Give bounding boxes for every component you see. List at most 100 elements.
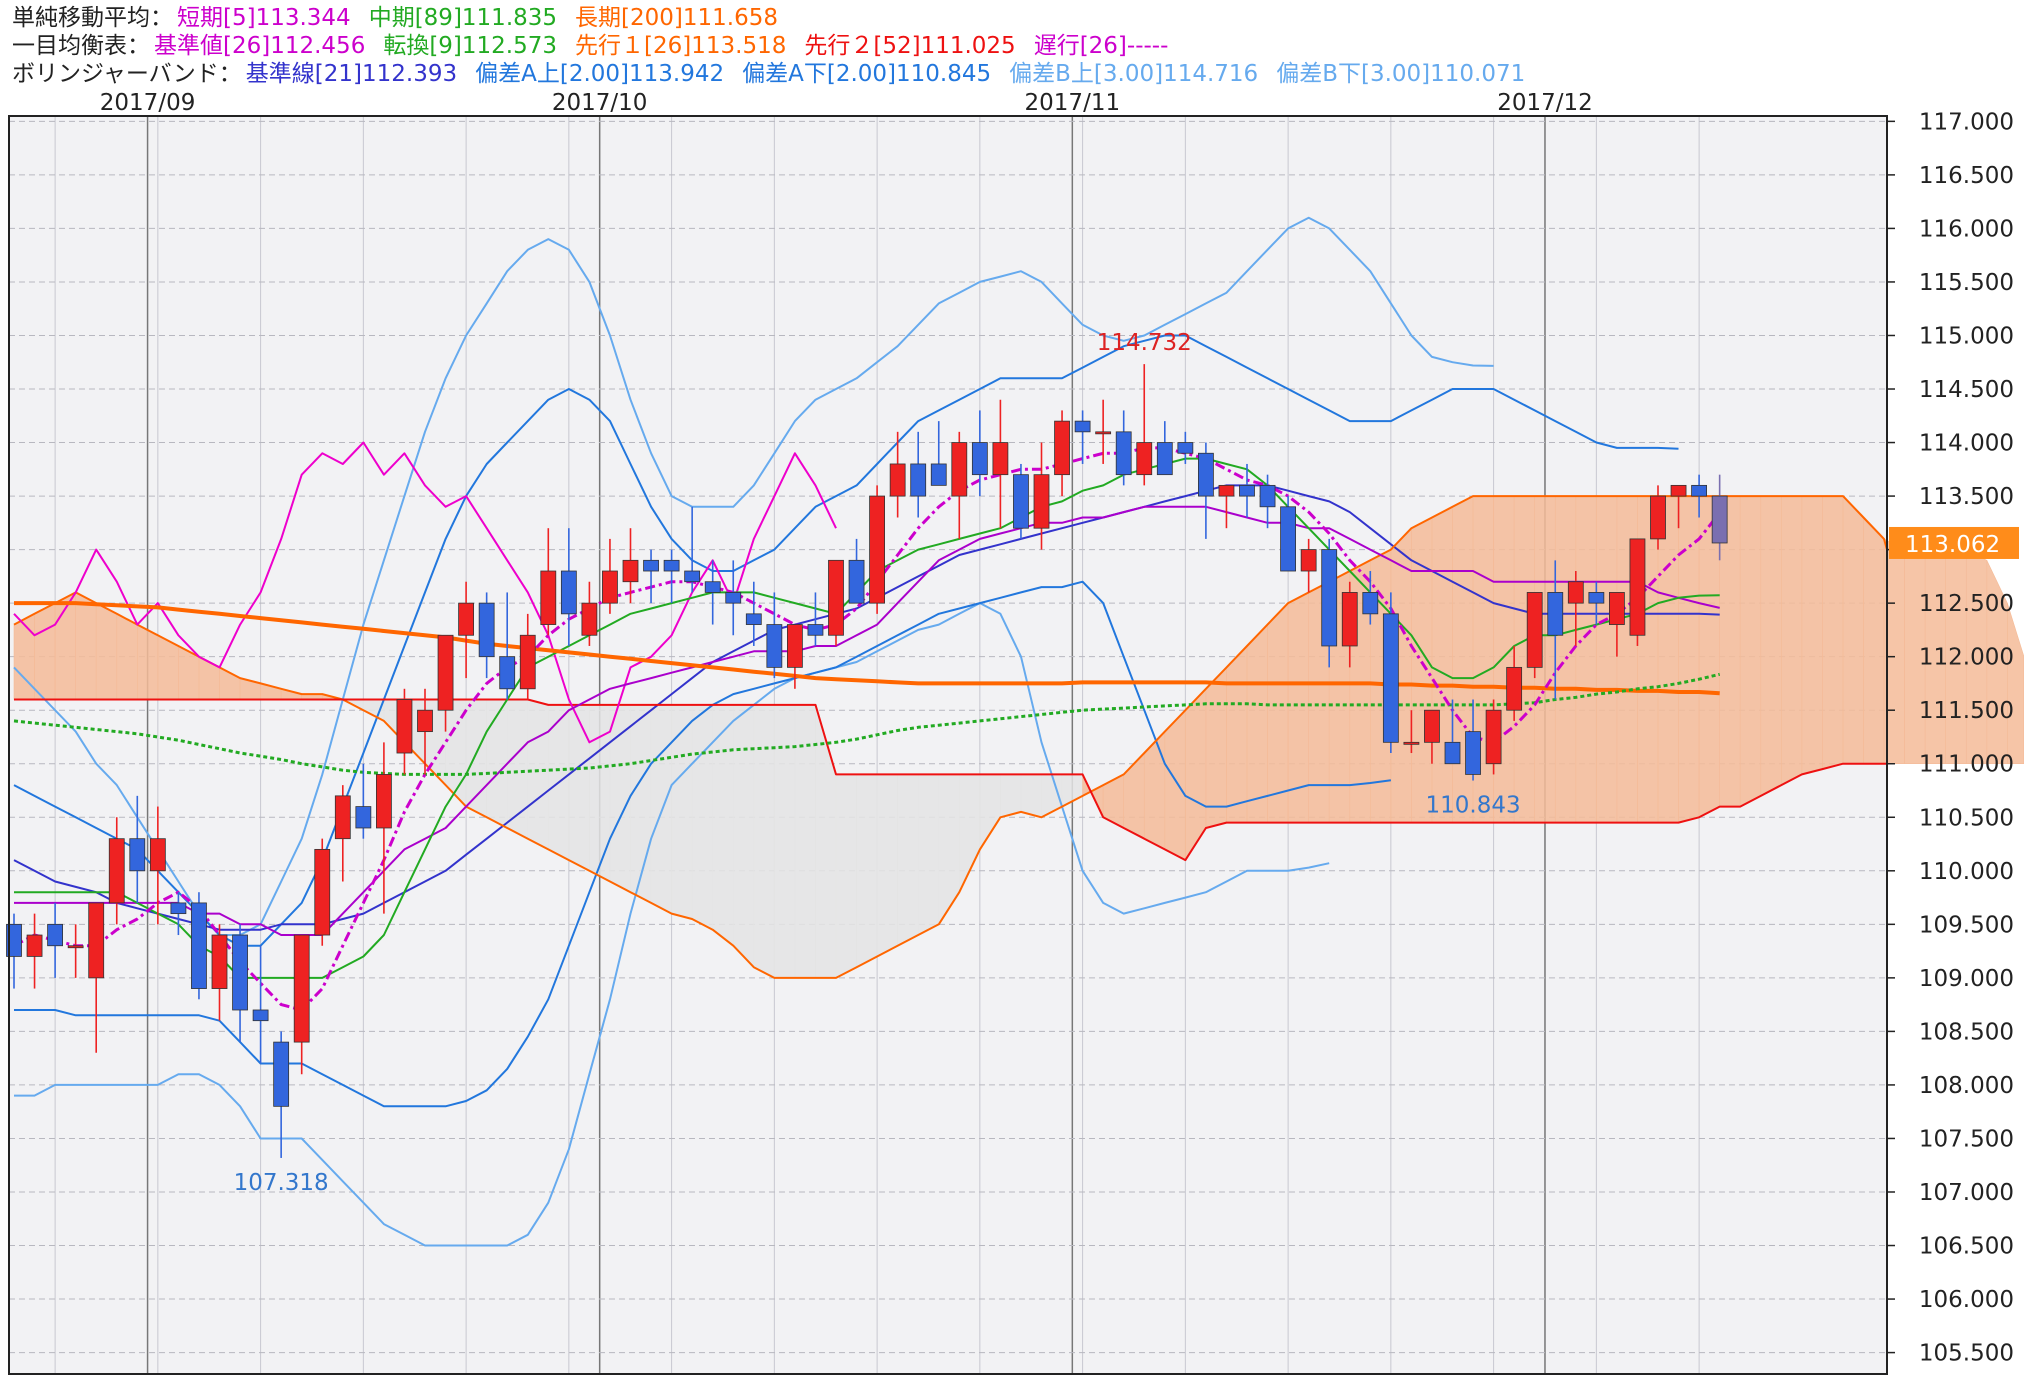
candle: [971, 410, 988, 497]
candle-body: [704, 581, 721, 593]
candle-body: [211, 934, 228, 989]
y-tick-label: 112.000: [1919, 645, 2014, 671]
candle: [191, 892, 207, 1000]
candle-body: [232, 934, 248, 1011]
candle: [1033, 442, 1050, 550]
series-line: [13, 484, 1720, 931]
cloud-segment: [34, 602, 56, 700]
candle-body: [88, 902, 105, 979]
candle: [848, 538, 865, 604]
y-tick-label: 116.500: [1919, 163, 2014, 189]
candle: [889, 431, 906, 518]
candle: [232, 924, 248, 1043]
candle: [1239, 463, 1255, 518]
candle: [663, 549, 680, 604]
candle: [1465, 699, 1481, 781]
candle-body: [663, 559, 680, 572]
candle: [1300, 538, 1317, 593]
legend-ichimoku: 一目均衡表： 基準値[26]112.456 転換[9]112.573 先行１[26]1…: [12, 33, 1168, 59]
price-tag-label: 113.062: [1905, 532, 2000, 558]
candle: [684, 506, 701, 593]
candle-body: [1136, 442, 1153, 476]
x-label: 2017/11: [1025, 90, 1121, 116]
series-line: [13, 334, 1679, 947]
cloud-segment: [1842, 495, 1864, 765]
candle: [108, 817, 125, 925]
candle: [6, 913, 22, 989]
legend-sma-item: 中期[89]111.835: [369, 5, 557, 31]
y-tick-label: 114.000: [1919, 431, 2014, 457]
candle-body: [519, 634, 536, 690]
y-tick-label: 108.500: [1919, 1019, 2014, 1045]
candle-body: [1115, 431, 1132, 476]
extreme-label: 114.732: [1097, 330, 1192, 356]
candle-body: [108, 838, 125, 904]
cloud-segment: [2007, 603, 2024, 765]
candle: [704, 560, 721, 625]
candle-body: [581, 602, 598, 636]
cloud-segment: [1431, 506, 1453, 823]
series-line: [13, 672, 1721, 776]
candle: [540, 528, 557, 636]
y-tick-label: 106.000: [1919, 1287, 2014, 1313]
candle-body: [26, 934, 43, 957]
cloud-segment: [856, 774, 878, 968]
candle: [1218, 484, 1235, 529]
cloud-segment: [876, 774, 898, 957]
legend: 単純移動平均： 短期[5]113.344 中期[89]111.835 長期[200]1…: [12, 5, 1525, 87]
candle: [1321, 538, 1338, 668]
candle-body: [869, 495, 885, 604]
legend-ichimoku-item: 先行１[26]113.518: [575, 33, 786, 59]
y-tick-label: 113.500: [1919, 484, 2014, 510]
candle: [129, 795, 146, 903]
candle-body: [1280, 506, 1296, 572]
cloud-segment: [1493, 495, 1515, 823]
candle-body: [458, 602, 475, 636]
candle-body: [499, 656, 516, 690]
candle: [458, 581, 475, 679]
candle-body: [1362, 592, 1379, 615]
y-tick-label: 111.000: [1919, 752, 2014, 778]
candle: [1629, 538, 1646, 646]
candle: [930, 421, 947, 486]
candle-body: [1609, 592, 1625, 625]
legend-sma-item: 長期[200]111.658: [575, 5, 778, 31]
candle-body: [1177, 442, 1194, 454]
candle-body: [1013, 474, 1029, 529]
cloud-segment: [794, 704, 816, 979]
candle-body: [889, 463, 906, 497]
y-tick-label: 110.500: [1919, 805, 2014, 831]
cloud-segment: [1020, 774, 1042, 818]
cloud-segment: [1698, 495, 1720, 818]
cloud-segment: [527, 699, 549, 850]
candle-body: [1670, 484, 1687, 497]
legend-sma-label: 単純移動平均：: [12, 5, 173, 31]
candle: [560, 528, 577, 646]
candle: [437, 634, 454, 732]
candle-body: [1218, 484, 1235, 497]
cloud-segment: [1267, 602, 1289, 823]
extreme-label: 110.843: [1425, 793, 1520, 819]
cloud-segment: [486, 699, 508, 829]
candle: [478, 592, 495, 679]
y-tick-label: 106.500: [1919, 1234, 2014, 1260]
candle: [1691, 474, 1707, 518]
y-tick-label: 107.500: [1919, 1126, 2014, 1152]
cloud-segment: [1411, 516, 1433, 823]
candle: [1506, 645, 1523, 721]
series-line: [13, 446, 1721, 1012]
candle-body: [848, 559, 865, 604]
legend-bollinger-label: ボリンジャーバンド：: [12, 61, 242, 87]
candle-body: [1629, 538, 1646, 636]
candle: [622, 528, 639, 604]
candle-body: [1547, 592, 1564, 636]
candle: [1403, 710, 1420, 754]
cloud-segment: [137, 624, 159, 700]
legend-bollinger-item: 偏差A下[2.00]110.845: [742, 61, 991, 87]
candle-body: [560, 570, 577, 615]
candle: [1074, 410, 1091, 464]
candle-body: [1444, 741, 1461, 765]
cloud-segment: [465, 699, 487, 818]
candle: [1341, 581, 1358, 668]
